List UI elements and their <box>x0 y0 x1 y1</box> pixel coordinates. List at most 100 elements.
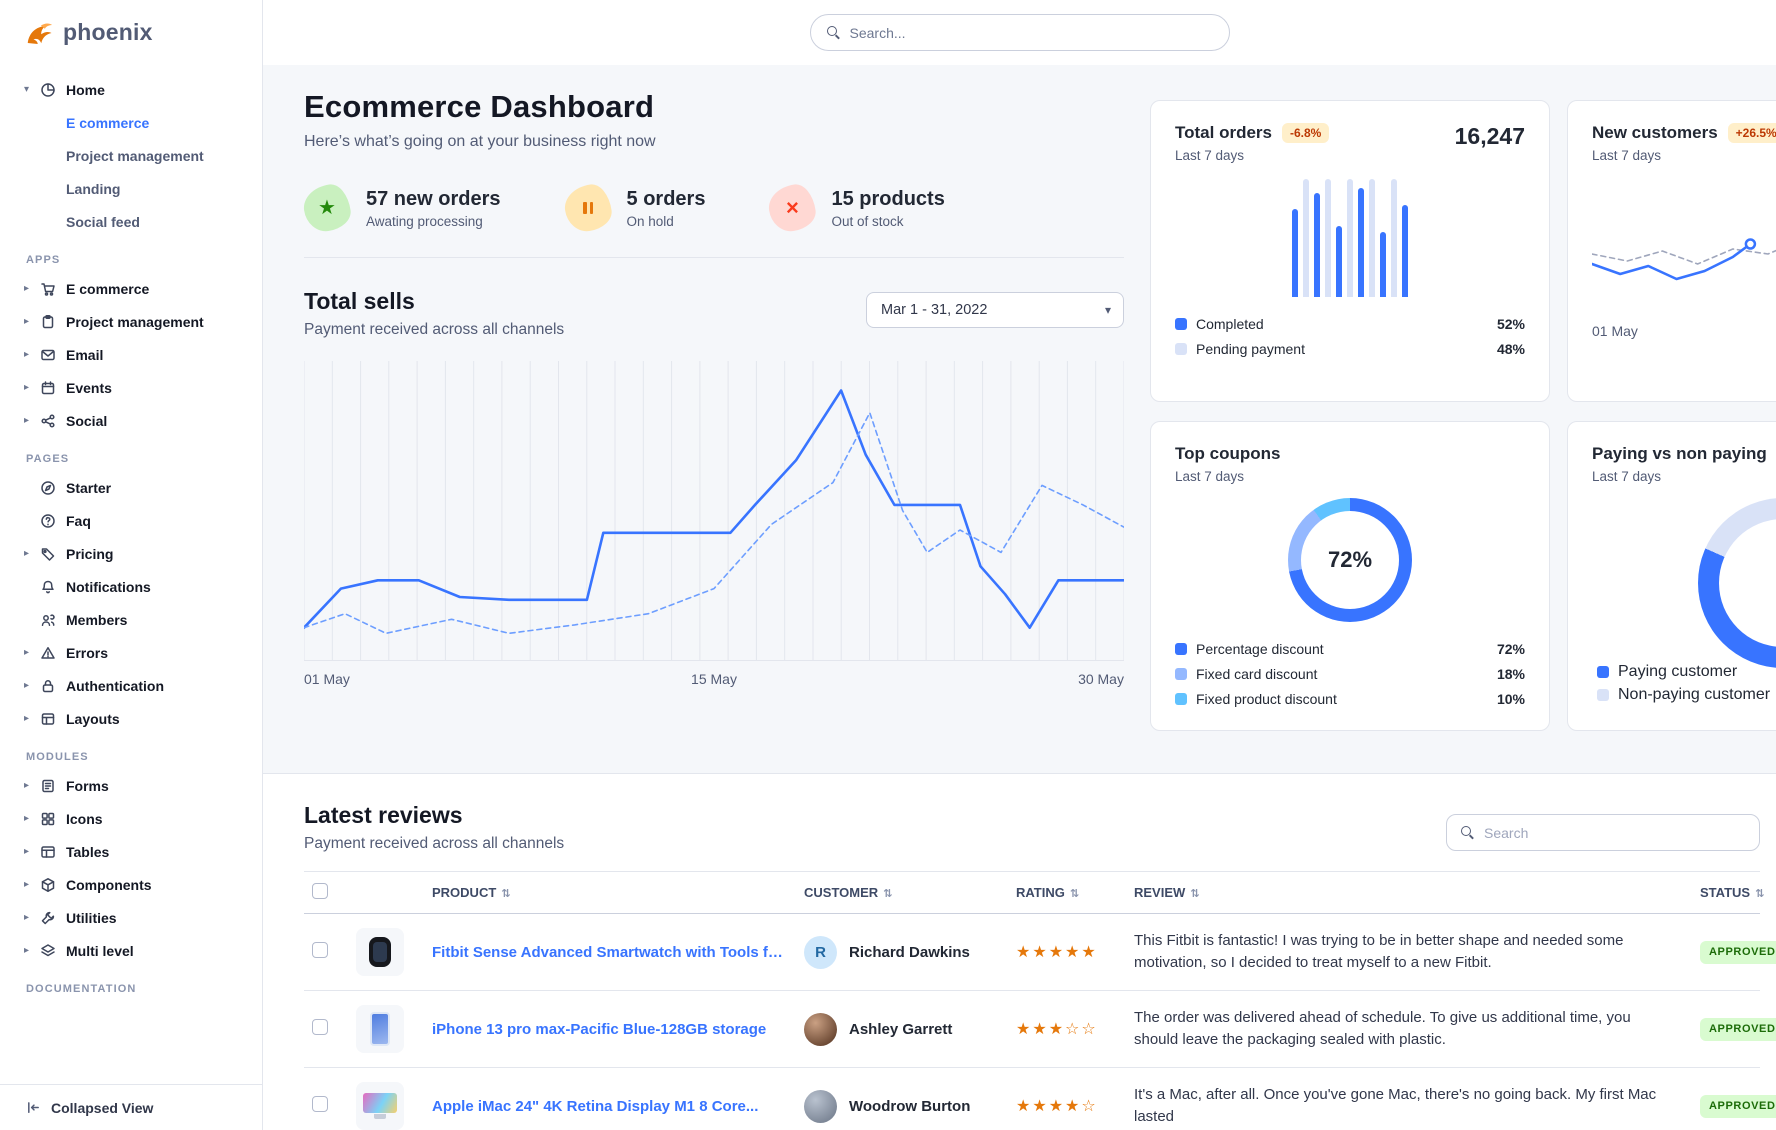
sidebar-item-label: Utilities <box>66 909 117 926</box>
sidebar-item-label: Social <box>66 412 108 429</box>
caret-right-icon: ▸ <box>24 813 30 824</box>
sidebar-item-label: Starter <box>66 479 112 496</box>
card-period: Last 7 days <box>1592 148 1662 163</box>
legend-item[interactable]: Non-paying customer <box>1597 683 1770 706</box>
global-search[interactable] <box>809 14 1230 51</box>
global-search-input[interactable] <box>849 24 1213 41</box>
legend-item[interactable]: Fixed card discount 18% <box>1175 661 1525 686</box>
legend-label: Fixed product discount <box>1196 690 1337 707</box>
product-link[interactable]: Fitbit Sense Advanced Smartwatch with To… <box>432 943 788 961</box>
sidebar-item-authentication[interactable]: ▸ Authentication <box>0 669 262 702</box>
latest-reviews-section: Latest reviews Payment received across a… <box>263 774 1776 1130</box>
legend-item[interactable]: Completed 52% <box>1175 311 1525 336</box>
customer-name: Ashley Garrett <box>849 1020 953 1038</box>
sidebar-item-pricing[interactable]: ▸ Pricing <box>0 537 262 570</box>
legend-value: 10% <box>1496 690 1525 707</box>
sort-icon: ⇅ <box>1755 888 1765 900</box>
search-icon <box>1461 826 1474 839</box>
compass-icon <box>40 480 66 496</box>
legend-item[interactable]: Pending payment 48% <box>1175 336 1525 361</box>
top-header <box>263 0 1776 65</box>
brand-name: phoenix <box>63 19 153 45</box>
tag-icon <box>40 546 66 562</box>
page-title: Ecommerce Dashboard <box>304 89 655 124</box>
legend-item[interactable]: Percentage discount 72% <box>1175 636 1525 661</box>
sidebar-item-starter[interactable]: Starter <box>0 471 262 504</box>
column-header-review[interactable]: REVIEW ⇅ <box>1126 871 1692 914</box>
legend-swatch <box>1597 665 1609 678</box>
stat-orders-on-hold: 5 orders On hold <box>561 182 705 234</box>
sidebar-item-ecommerce-app[interactable]: ▸ E commerce <box>0 272 262 305</box>
new-customers-chart <box>1590 189 1776 309</box>
reviews-search-input[interactable] <box>1484 824 1745 841</box>
product-image-iphone <box>356 1005 404 1053</box>
brand-logo[interactable]: phoenix <box>0 0 262 65</box>
sidebar-item-icons[interactable]: ▸ Icons <box>0 802 262 835</box>
customer-name: Richard Dawkins <box>849 943 970 961</box>
column-header-product[interactable]: PRODUCT ⇅ <box>424 871 796 914</box>
sidebar-item-social[interactable]: ▸ Social <box>0 404 262 437</box>
collapsed-view-toggle[interactable]: Collapsed View <box>0 1084 262 1130</box>
row-checkbox[interactable] <box>312 1095 328 1112</box>
close-icon: × <box>766 182 819 234</box>
column-header-customer[interactable]: CUSTOMER ⇅ <box>796 871 1008 914</box>
sidebar-item-notifications[interactable]: Notifications <box>0 570 262 603</box>
product-link[interactable]: Apple iMac 24" 4K Retina Display M1 8 Co… <box>432 1097 759 1115</box>
product-link[interactable]: iPhone 13 pro max-Pacific Blue-128GB sto… <box>432 1020 767 1038</box>
sidebar-item-utilities[interactable]: ▸ Utilities <box>0 901 262 934</box>
sidebar-item-project-management-app[interactable]: ▸ Project management <box>0 305 262 338</box>
chevron-down-icon: ▾ <box>1104 303 1111 317</box>
row-checkbox[interactable] <box>312 941 328 958</box>
reviews-title: Latest reviews <box>304 802 463 828</box>
alert-triangle-icon <box>40 645 66 661</box>
select-all-checkbox[interactable] <box>312 883 328 899</box>
sidebar-item-errors[interactable]: ▸ Errors <box>0 636 262 669</box>
sidebar-item-forms[interactable]: ▸ Forms <box>0 769 262 802</box>
sidebar-item-tables[interactable]: ▸ Tables <box>0 835 262 868</box>
dashboard-section: Ecommerce Dashboard Here’s what’s going … <box>263 65 1776 774</box>
date-range-select[interactable]: Mar 1 - 31, 2022 ▾ <box>866 292 1124 328</box>
sort-icon: ⇅ <box>501 888 511 900</box>
stats-row: ★ 57 new orders Awating processing 5 ord… <box>301 182 1124 234</box>
sidebar-item-faq[interactable]: Faq <box>0 504 262 537</box>
rating-stars: ★★★★☆ <box>1016 1098 1098 1115</box>
caret-right-icon: ▸ <box>24 846 30 857</box>
sidebar-item-landing[interactable]: Landing <box>66 180 121 197</box>
change-badge: -6.8% <box>1281 123 1330 143</box>
help-icon <box>40 513 66 529</box>
caret-right-icon: ▸ <box>24 382 30 393</box>
avatar <box>804 1012 837 1046</box>
sidebar-item-project-management[interactable]: Project management <box>66 147 204 164</box>
sidebar-item-label: Components <box>66 876 152 893</box>
reviews-subtitle: Payment received across all channels <box>304 835 565 852</box>
legend-item[interactable]: Paying customer <box>1597 660 1770 683</box>
sidebar-item-ecommerce[interactable]: E commerce <box>66 114 150 131</box>
legend-label: Fixed card discount <box>1196 665 1318 682</box>
reviews-search[interactable] <box>1446 814 1760 851</box>
caret-right-icon: ▸ <box>24 647 30 658</box>
caret-right-icon: ▸ <box>24 316 30 327</box>
product-image-imac <box>356 1082 404 1130</box>
sidebar-item-members[interactable]: Members <box>0 603 262 636</box>
sidebar-item-label: Authentication <box>66 677 164 694</box>
legend-item[interactable]: Fixed product discount 10% <box>1175 686 1525 711</box>
sort-icon: ⇅ <box>883 888 893 900</box>
sidebar-item-layouts[interactable]: ▸ Layouts <box>0 702 262 735</box>
lock-icon <box>40 678 66 694</box>
paying-vs-non-paying-card: Paying vs non paying Last 7 days Paying … <box>1567 421 1776 731</box>
users-icon <box>40 612 66 628</box>
sidebar-item-multi-level[interactable]: ▸ Multi level <box>0 934 262 967</box>
column-header-status[interactable]: STATUS ⇅ <box>1692 871 1764 914</box>
row-checkbox[interactable] <box>312 1018 328 1035</box>
sidebar-item-social-feed[interactable]: Social feed <box>66 213 140 230</box>
sidebar-item-events[interactable]: ▸ Events <box>0 371 262 404</box>
legend-label: Paying customer <box>1618 662 1738 680</box>
sidebar-item-email[interactable]: ▸ Email <box>0 338 262 371</box>
sidebar-item-components[interactable]: ▸ Components <box>0 868 262 901</box>
cart-icon <box>40 281 66 297</box>
sidebar-item-label: Members <box>66 611 128 628</box>
column-header-rating[interactable]: RATING ⇅ <box>1008 871 1126 914</box>
sidebar-item-home[interactable]: ▾ Home <box>0 73 262 106</box>
sidebar-item-label: Email <box>66 346 104 363</box>
stat-new-orders: ★ 57 new orders Awating processing <box>301 182 501 234</box>
